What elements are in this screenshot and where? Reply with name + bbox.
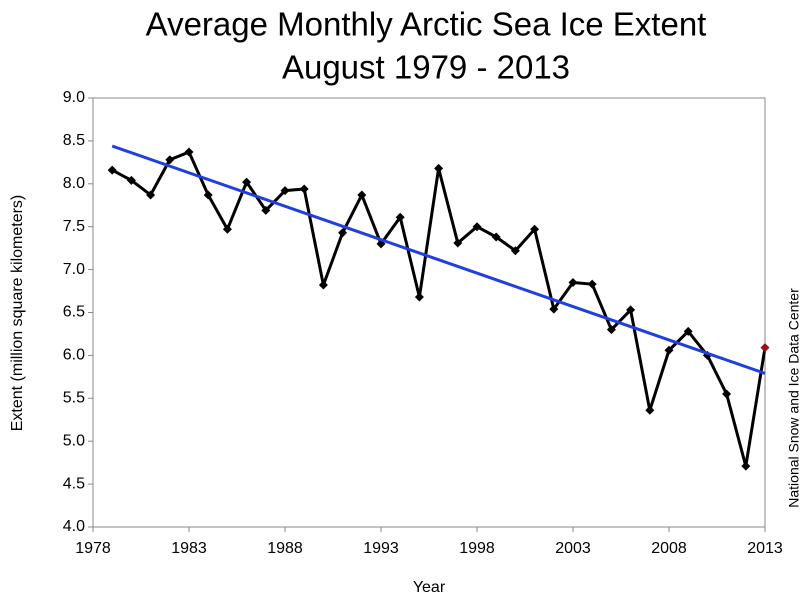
data-point [165, 155, 175, 165]
y-tick-label: 8.0 [63, 175, 85, 192]
data-point [222, 224, 232, 234]
x-tick-label: 2008 [651, 540, 687, 557]
y-tick-label: 6.5 [63, 304, 85, 321]
data-point [318, 280, 328, 290]
chart-title: Average Monthly Arctic Sea Ice Extent [146, 6, 707, 43]
data-point [472, 222, 482, 232]
data-point [280, 186, 290, 196]
data-point [683, 326, 693, 336]
data-point [568, 277, 578, 287]
data-point [126, 175, 136, 185]
data-point [242, 177, 252, 187]
x-tick-label: 1988 [267, 540, 303, 557]
x-tick-label: 1993 [363, 540, 399, 557]
data-point [299, 184, 309, 194]
x-tick-label: 1978 [75, 540, 111, 557]
data-point [606, 325, 616, 335]
data-point [453, 238, 463, 248]
data-point [434, 163, 444, 173]
data-point [741, 461, 751, 471]
data-point [587, 279, 597, 289]
data-point [491, 232, 501, 242]
data-point [626, 305, 636, 315]
y-tick-label: 6.0 [63, 347, 85, 364]
chart-subtitle: August 1979 - 2013 [282, 49, 570, 86]
data-point [146, 190, 156, 200]
y-tick-label: 8.5 [63, 132, 85, 149]
data-point [510, 246, 520, 256]
data-point [760, 343, 770, 353]
y-tick-label: 5.0 [63, 432, 85, 449]
x-tick-label: 2003 [555, 540, 591, 557]
y-tick-label: 4.5 [63, 475, 85, 492]
data-point [414, 292, 424, 302]
y-axis-label: Extent (million square kilometers) [9, 195, 26, 432]
y-tick-label: 7.0 [63, 261, 85, 278]
data-point [107, 165, 117, 175]
x-tick-label: 1983 [171, 540, 207, 557]
data-point [357, 190, 367, 200]
data-point [261, 205, 271, 215]
data-line [111, 150, 767, 468]
data-point [664, 345, 674, 355]
y-tick-label: 5.5 [63, 390, 85, 407]
data-point [203, 190, 213, 200]
data-point [722, 389, 732, 399]
data-point [645, 405, 655, 415]
y-tick-label: 4.0 [63, 518, 85, 535]
source-note: National Snow and Ice Data Center [786, 288, 802, 508]
data-point [530, 224, 540, 234]
data-point [184, 147, 194, 157]
data-point [395, 212, 405, 222]
x-axis-label: Year [413, 579, 446, 596]
x-tick-label: 2013 [747, 540, 783, 557]
x-tick-label: 1998 [459, 540, 495, 557]
y-tick-label: 9.0 [63, 89, 85, 106]
y-tick-label: 7.5 [63, 218, 85, 235]
trend-line [111, 144, 766, 375]
data-point [549, 304, 559, 314]
data-point [338, 228, 348, 238]
